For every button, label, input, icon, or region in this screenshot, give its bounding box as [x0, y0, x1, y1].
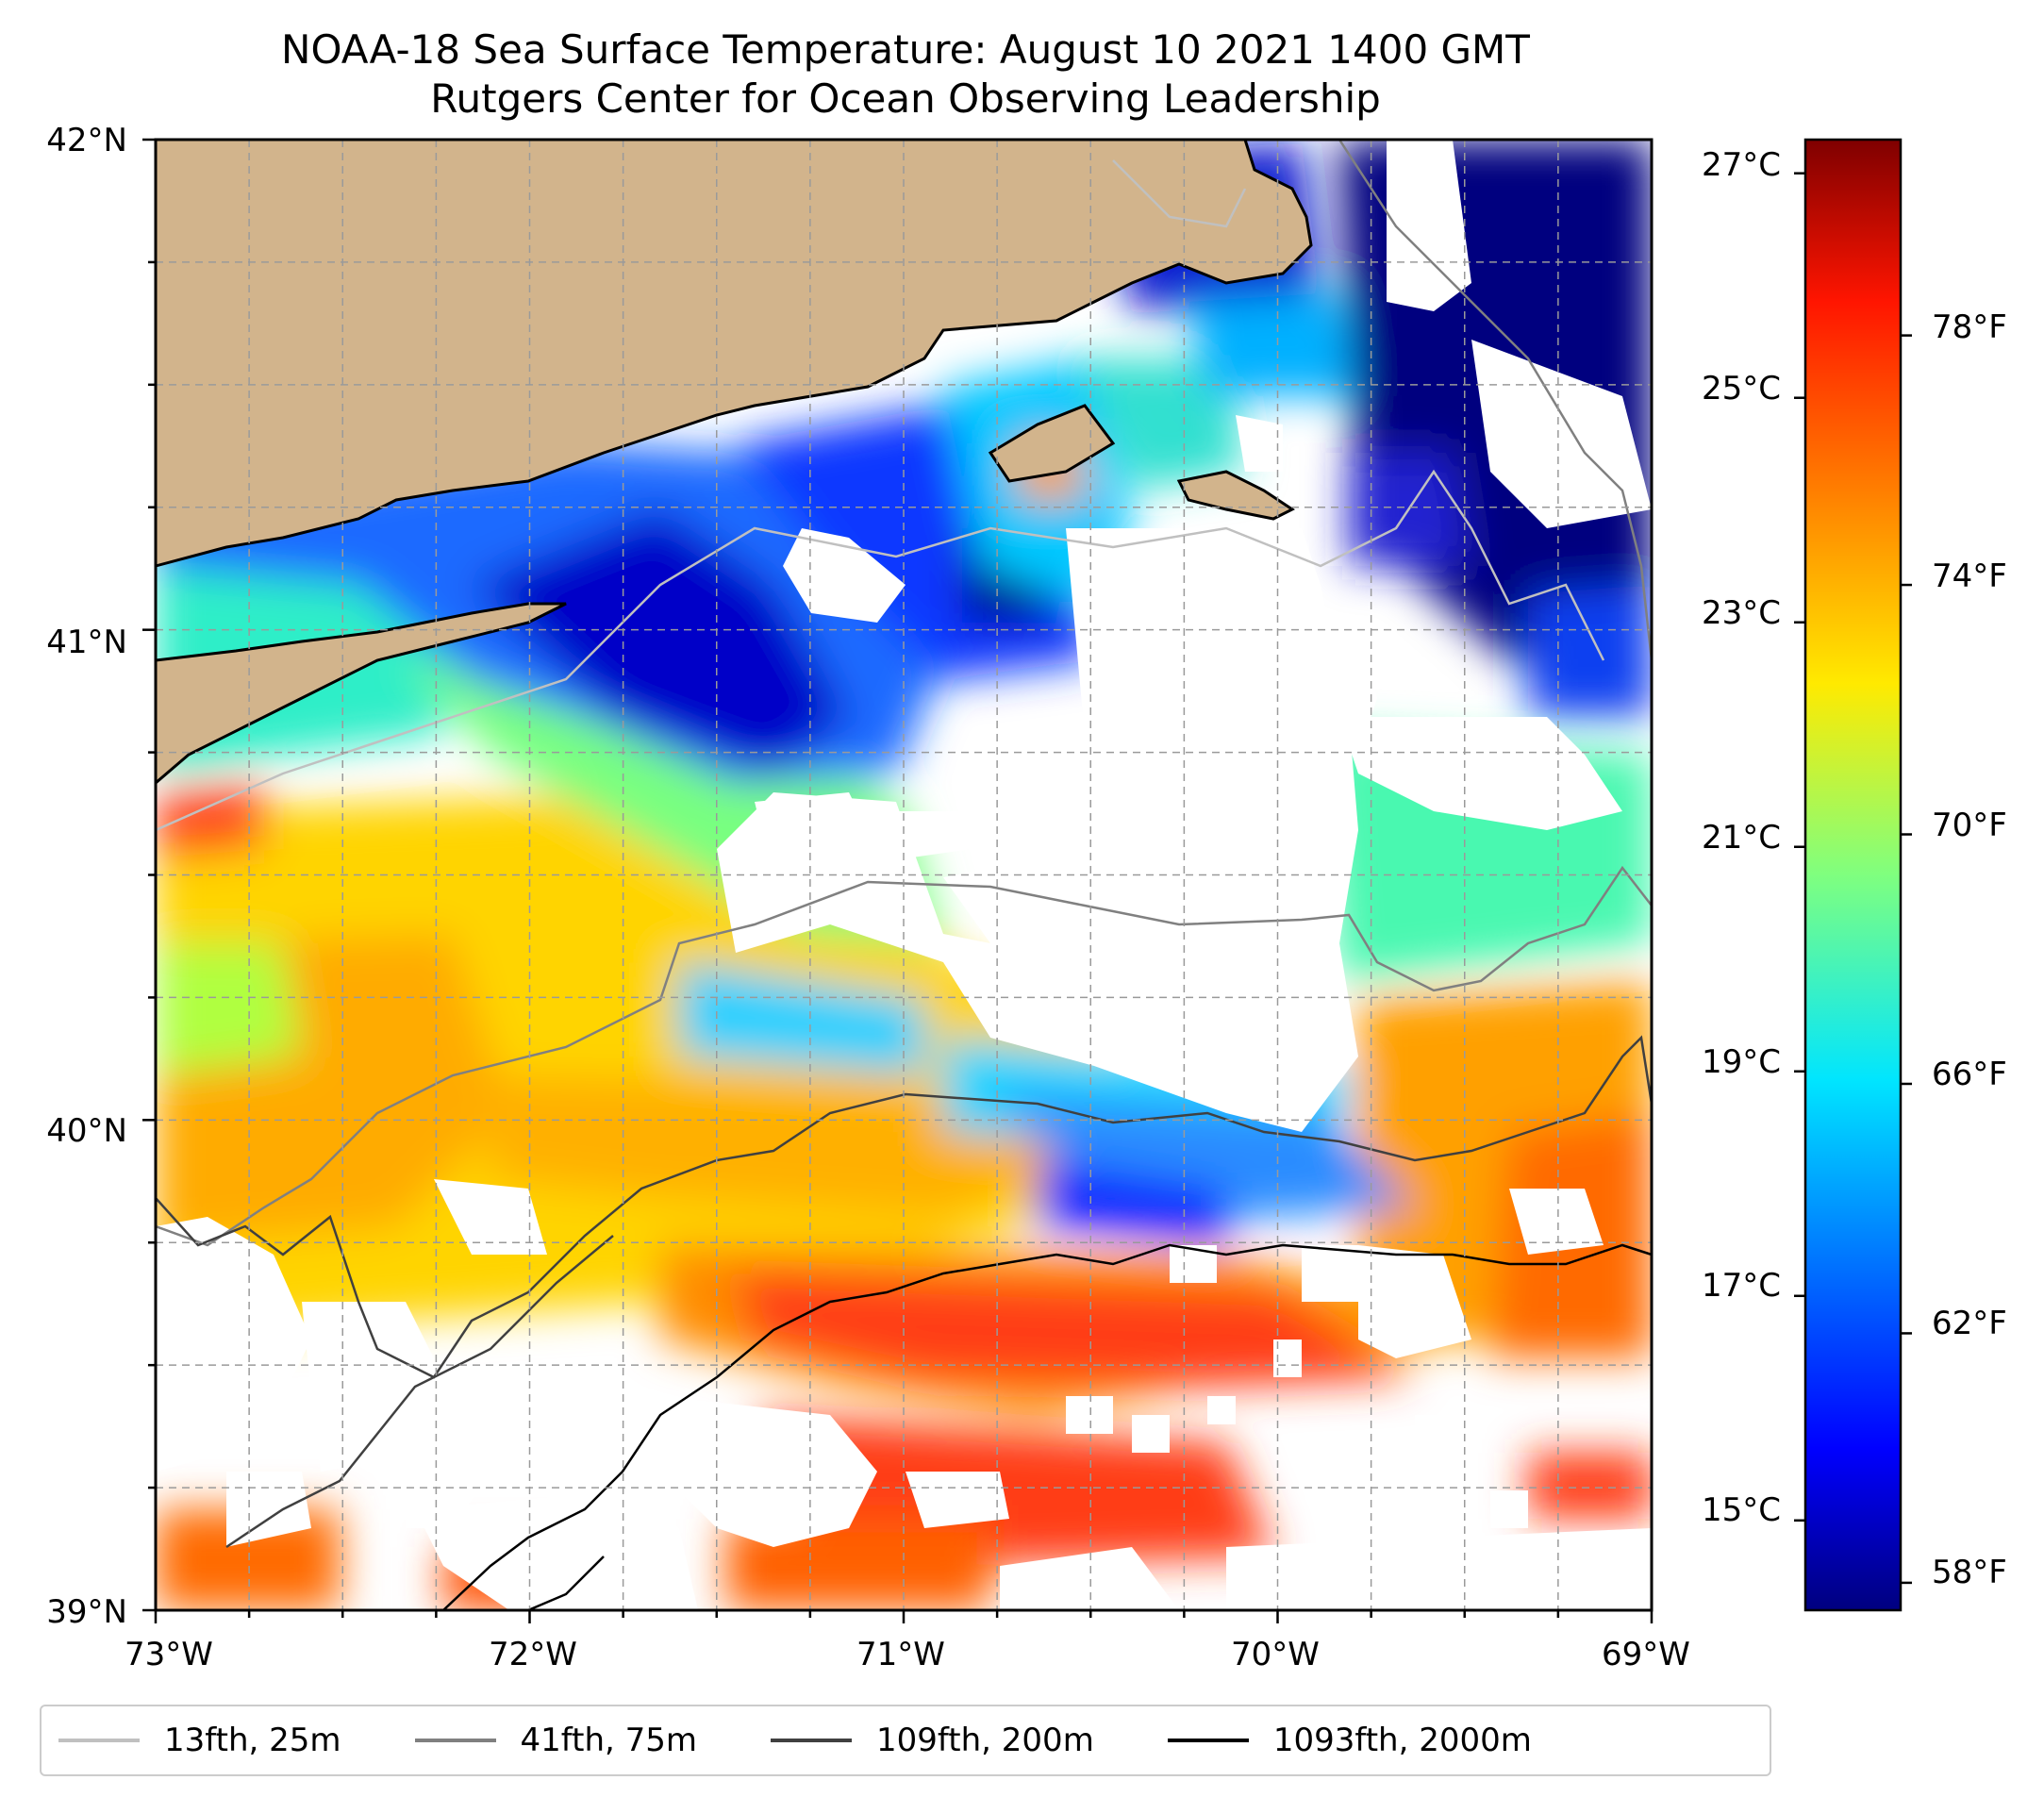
map-title: NOAA-18 Sea Surface Temperature: August … — [281, 26, 1530, 73]
celsius-label-17: 17°C — [1702, 1267, 1781, 1305]
isobath-25m — [156, 469, 1605, 832]
legend-label-75m: 41fth, 75m — [520, 1722, 698, 1759]
legend-item-2000m: 1093fth, 2000m — [1167, 1722, 1532, 1759]
isobath-200m — [156, 1035, 1652, 1379]
sst-field — [156, 140, 1652, 1610]
isobaths — [156, 140, 1652, 1610]
isobath-legend: 13fth, 25m 41fth, 75m 109fth, 200m 1093f… — [40, 1705, 1771, 1776]
legend-label-2000m: 1093fth, 2000m — [1272, 1722, 1532, 1759]
legend-item-25m: 13fth, 25m — [58, 1722, 341, 1759]
no-data-patches — [156, 140, 1652, 1610]
legend-item-200m: 109fth, 200m — [771, 1722, 1094, 1759]
fahrenheit-label-66: 66°F — [1932, 1056, 2007, 1093]
map-area — [156, 140, 1652, 1610]
lon-label-70: 70°W — [1231, 1636, 1320, 1673]
lon-label-73: 73°W — [125, 1636, 213, 1673]
lat-label-40: 40°N — [46, 1112, 127, 1150]
legend-line-200m — [771, 1739, 853, 1742]
celsius-label-19: 19°C — [1702, 1043, 1781, 1081]
legend-line-75m — [414, 1739, 496, 1742]
map-ticks — [142, 138, 1653, 1623]
fahrenheit-label-78: 78°F — [1932, 308, 2007, 346]
celsius-label-27: 27°C — [1702, 146, 1781, 184]
isobath-2000m-b — [527, 1556, 605, 1610]
isobath-200m-b — [225, 1235, 614, 1549]
fahrenheit-label-58: 58°F — [1932, 1554, 2007, 1591]
legend-label-25m: 13fth, 25m — [164, 1722, 341, 1759]
colorbar — [1803, 138, 1903, 1612]
fahrenheit-label-74: 74°F — [1932, 557, 2007, 595]
lat-label-42: 42°N — [46, 122, 127, 159]
map-subtitle: Rutgers Center for Ocean Observing Leade… — [430, 75, 1381, 122]
isobath-2000m — [442, 1243, 1652, 1610]
celsius-label-15: 15°C — [1702, 1491, 1781, 1529]
celsius-label-25: 25°C — [1702, 370, 1781, 408]
isobath-75m-b — [1338, 140, 1652, 661]
fahrenheit-label-70: 70°F — [1932, 807, 2007, 844]
lon-label-69: 69°W — [1602, 1636, 1690, 1673]
celsius-label-21: 21°C — [1702, 819, 1781, 857]
land — [156, 140, 1313, 785]
celsius-label-23: 23°C — [1702, 594, 1781, 632]
lat-label-41: 41°N — [46, 624, 127, 661]
legend-line-2000m — [1167, 1739, 1249, 1742]
legend-item-75m: 41fth, 75m — [414, 1722, 698, 1759]
lon-label-71: 71°W — [856, 1636, 945, 1673]
gridlines — [156, 140, 1652, 1610]
lat-label-39: 39°N — [46, 1593, 127, 1631]
isobath-25m-b — [1112, 159, 1247, 228]
legend-line-25m — [58, 1739, 140, 1742]
lon-label-72: 72°W — [489, 1636, 577, 1673]
fahrenheit-label-62: 62°F — [1932, 1305, 2007, 1342]
colorbar-ticks — [1794, 172, 1912, 1585]
isobath-75m — [156, 865, 1652, 1247]
legend-label-200m: 109fth, 200m — [876, 1722, 1094, 1759]
